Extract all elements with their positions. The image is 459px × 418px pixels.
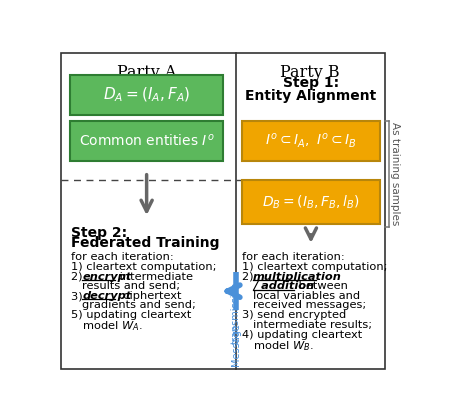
Text: between: between	[294, 281, 347, 291]
Text: 1) cleartext computation;: 1) cleartext computation;	[71, 262, 217, 272]
Text: Entity Alignment: Entity Alignment	[245, 89, 376, 103]
Text: received messages;: received messages;	[252, 301, 365, 311]
Text: transmission: transmission	[230, 281, 240, 344]
Text: model $\boldsymbol{W_A}$.: model $\boldsymbol{W_A}$.	[82, 320, 142, 334]
Text: $D_B = (I_B, F_B, l_B)$: $D_B = (I_B, F_B, l_B)$	[262, 193, 359, 211]
Text: As training samples: As training samples	[390, 122, 399, 226]
Text: Step 2:: Step 2:	[71, 226, 127, 240]
Text: Message: Message	[230, 324, 240, 367]
Text: 2): 2)	[241, 272, 257, 282]
Text: 2): 2)	[71, 272, 86, 282]
Bar	[70, 121, 223, 161]
Text: local variables and: local variables and	[252, 291, 359, 301]
Text: ciphertext: ciphertext	[116, 291, 181, 301]
Text: encrypt: encrypt	[82, 272, 131, 282]
Text: Federated Training: Federated Training	[71, 237, 219, 250]
Text: multiplication: multiplication	[252, 272, 341, 282]
Text: gradients and send;: gradients and send;	[82, 301, 196, 311]
Text: for each iteration:: for each iteration:	[241, 252, 344, 262]
Text: model $\boldsymbol{W_B}$.: model $\boldsymbol{W_B}$.	[252, 339, 313, 353]
Text: 1) cleartext computation;: 1) cleartext computation;	[241, 262, 386, 272]
Text: 5) updating cleartext: 5) updating cleartext	[71, 311, 191, 321]
Text: 3): 3)	[71, 291, 86, 301]
Bar	[70, 75, 223, 115]
Text: results and send;: results and send;	[82, 281, 180, 291]
Bar	[241, 179, 379, 224]
Text: decrypt: decrypt	[82, 291, 131, 301]
Text: Party A: Party A	[117, 64, 176, 81]
Text: Party B: Party B	[280, 64, 339, 81]
Text: Common entities $I^o$: Common entities $I^o$	[78, 133, 214, 149]
Text: intermediate: intermediate	[115, 272, 192, 282]
Text: for each iteration:: for each iteration:	[71, 252, 174, 262]
Text: 3) send encrypted: 3) send encrypted	[241, 311, 346, 321]
Text: Step 1:: Step 1:	[282, 76, 338, 90]
Bar	[241, 121, 379, 161]
Text: 4) updating cleartext: 4) updating cleartext	[241, 330, 361, 340]
Text: $I^o \subset I_A,\ I^o \subset I_B$: $I^o \subset I_A,\ I^o \subset I_B$	[264, 132, 356, 150]
Text: intermediate results;: intermediate results;	[252, 320, 371, 330]
Text: / addition: / addition	[252, 281, 313, 291]
Text: $D_A = (I_A, F_A)$: $D_A = (I_A, F_A)$	[103, 86, 190, 104]
